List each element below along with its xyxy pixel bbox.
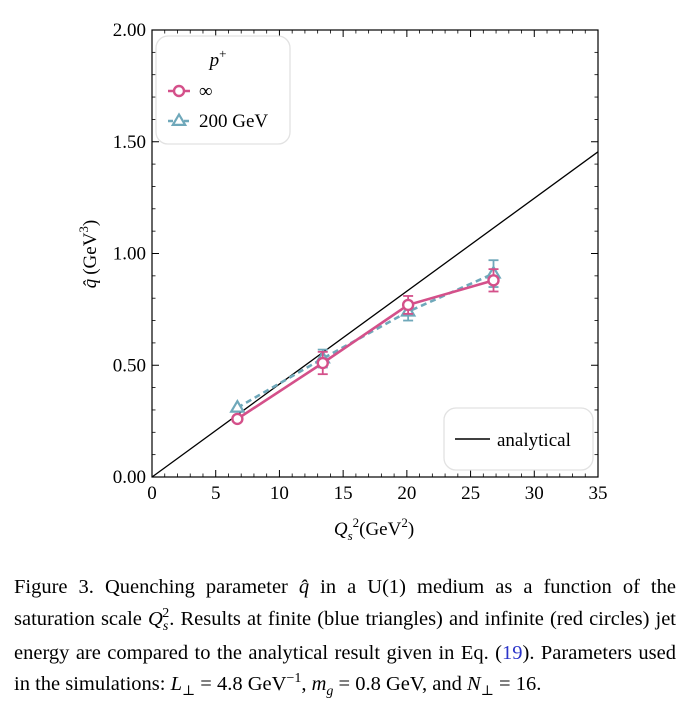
y-tick-label: 2.00 — [113, 20, 146, 41]
y-tick-label: 0.50 — [113, 355, 146, 376]
data-point — [231, 412, 244, 426]
x-tick-label: 0 — [147, 483, 157, 504]
y-tick-label: 1.50 — [113, 132, 146, 153]
x-axis-label: Qs2(GeV2) — [334, 515, 414, 543]
data-point — [229, 399, 246, 413]
data-point — [487, 274, 500, 287]
legend-marker-0 — [172, 84, 186, 98]
axes-layer: 0 5 10 15 20 25 30 35 0.00 0.50 1.00 1.50 2.00 — [113, 20, 608, 504]
legend-label-0: ∞ — [199, 81, 213, 102]
series-line-0 — [236, 279, 494, 420]
legend-box-analytical — [443, 407, 594, 471]
figure-caption: Figure 3. Quenching parameter q̂ in a U(… — [14, 576, 676, 700]
y-tick-label: 1.00 — [113, 244, 146, 265]
x-tick-label: 15 — [334, 483, 353, 504]
chart: 0 5 10 15 20 25 30 35 0.00 0.50 1.00 1.50 2.00 p+ ∞ 20… — [76, 20, 608, 543]
series-line-1 — [236, 272, 495, 409]
x-tick-label: 5 — [211, 483, 221, 504]
analytical-line — [152, 151, 598, 477]
x-tick-label: 30 — [525, 483, 544, 504]
equation-reference-link[interactable]: 19 — [502, 641, 523, 664]
x-tick-label: 25 — [461, 483, 480, 504]
legend-label-1: 200 GeV — [199, 111, 268, 132]
y-tick-label: 0.00 — [113, 467, 146, 488]
y-axis-label: q̂(GeV3) — [76, 220, 101, 289]
legend-title: p+ — [208, 46, 227, 71]
x-tick-label: 20 — [397, 483, 416, 504]
legend-box-series — [155, 35, 291, 145]
legend-layer: p+ ∞ 200 GeV analytical — [155, 35, 594, 471]
legend-label-analytical: analytical — [497, 430, 571, 451]
x-tick-label: 10 — [270, 483, 289, 504]
x-tick-label: 35 — [589, 483, 608, 504]
data-layer — [152, 151, 598, 477]
legend-marker-1 — [170, 112, 188, 127]
data-point — [316, 356, 329, 370]
data-point — [401, 298, 415, 312]
